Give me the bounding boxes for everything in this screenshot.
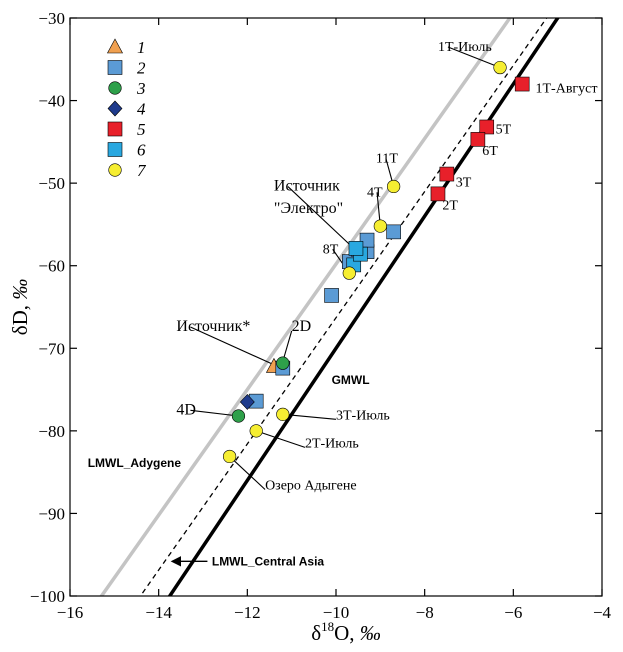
legend-label: 2 bbox=[137, 59, 146, 78]
y-tick-label: −30 bbox=[38, 9, 65, 28]
plot-frame bbox=[70, 18, 602, 596]
point-group-7-2 bbox=[374, 220, 387, 233]
annotation-label: 5Т bbox=[496, 123, 512, 138]
y-tick-label: −40 bbox=[38, 92, 65, 111]
legend-label: 3 bbox=[136, 79, 146, 98]
x-tick-label: −4 bbox=[593, 603, 612, 622]
annotation-label: 2Т-Июль bbox=[305, 436, 359, 451]
legend-label: 6 bbox=[137, 141, 146, 160]
annotation-label: 1Т-Август bbox=[536, 81, 598, 96]
y-tick-label: −80 bbox=[38, 422, 65, 441]
y-axis-title: δD, ‰ bbox=[8, 279, 32, 336]
annotation-label: Источник* bbox=[176, 318, 250, 335]
y-tick-label: −70 bbox=[38, 339, 65, 358]
annotation-label: 3Т bbox=[456, 175, 472, 190]
annotation-label: 11Т bbox=[376, 152, 398, 167]
annotation-label: 3Т-Июль bbox=[336, 408, 390, 423]
legend: 1 23 45 67 bbox=[108, 38, 148, 180]
point-group-3-0 bbox=[277, 357, 290, 370]
point-group-2-1 bbox=[325, 288, 339, 302]
legend-marker-6 bbox=[108, 143, 122, 157]
annotation-label: 2D bbox=[292, 318, 312, 335]
y-tick-label: −60 bbox=[38, 257, 65, 276]
x-tick-label: −12 bbox=[234, 603, 261, 622]
point-group-3-1 bbox=[232, 410, 245, 423]
point-group-5-0 bbox=[515, 77, 529, 91]
annotation-label: "Электро" bbox=[274, 200, 343, 217]
point-group-7-6 bbox=[223, 450, 236, 463]
point-group-7-0 bbox=[494, 61, 507, 74]
point-group-5-1 bbox=[480, 120, 494, 134]
point-group-2-6 bbox=[387, 225, 401, 239]
point-group-7-3 bbox=[343, 267, 356, 280]
reference-lines bbox=[72, 0, 585, 637]
annotation-label: Источник bbox=[274, 178, 340, 195]
annotations: 1Т-Июль 1Т-Август 5Т 6Т 3Т 2Т 11Т 4Т 8Т Источник "… bbox=[88, 40, 598, 568]
y-tick-label: −50 bbox=[38, 174, 65, 193]
x-tick-label: −6 bbox=[504, 603, 522, 622]
legend-label: 5 bbox=[137, 120, 146, 139]
legend-marker-3 bbox=[109, 82, 122, 95]
point-group-7-5 bbox=[250, 425, 263, 438]
legend-marker-2 bbox=[108, 61, 122, 75]
legend-marker-1 bbox=[108, 39, 123, 53]
data-points bbox=[223, 61, 529, 463]
point-group-7-1 bbox=[387, 180, 400, 193]
annotation-label: Озеро Адыгене bbox=[265, 478, 356, 493]
annotation-label: 2Т bbox=[442, 199, 458, 214]
annotation-label: 4D bbox=[176, 401, 196, 418]
annotation-label: 1Т-Июль bbox=[438, 40, 492, 55]
point-group-5-3 bbox=[440, 167, 454, 181]
y-tick-label: −90 bbox=[38, 504, 65, 523]
legend-label: 7 bbox=[137, 161, 147, 180]
x-axis-title: δ18O, ‰ bbox=[311, 619, 381, 645]
annotation-label: 6Т bbox=[482, 144, 498, 159]
legend-marker-7 bbox=[109, 164, 122, 177]
annotation-label: 4Т bbox=[367, 185, 383, 200]
x-tick-label: −14 bbox=[145, 603, 172, 622]
x-tick-label: −8 bbox=[416, 603, 434, 622]
line-label: GMWL bbox=[332, 373, 370, 387]
y-tick-label: −100 bbox=[30, 587, 65, 606]
legend-marker-5 bbox=[108, 122, 122, 136]
annotation-label: 8Т bbox=[323, 242, 339, 257]
legend-marker-4 bbox=[108, 101, 122, 116]
legend-label: 1 bbox=[137, 38, 146, 57]
legend-label: 4 bbox=[137, 100, 146, 119]
line-label: LMWL_Central Asia bbox=[212, 554, 325, 568]
point-group-7-4 bbox=[277, 408, 290, 421]
line-label: LMWL_Adygene bbox=[88, 456, 182, 470]
point-group-6-2 bbox=[349, 241, 363, 255]
